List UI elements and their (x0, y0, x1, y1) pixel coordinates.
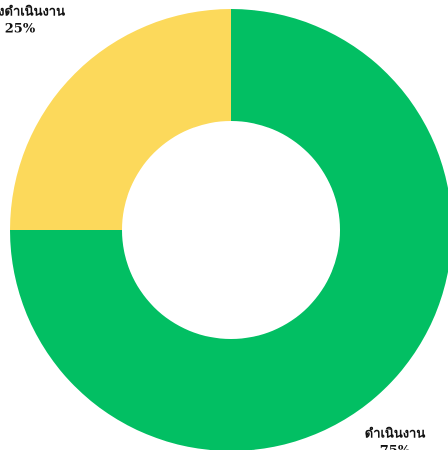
donut-segment (10, 9, 448, 450)
segment-label: ดำเนินงาน (365, 426, 426, 442)
value-label: 75% (380, 444, 411, 450)
donut-segment (10, 9, 231, 230)
segment-label: กำลังดำเนินงาน (0, 4, 65, 20)
value-label: 25% (5, 22, 36, 37)
